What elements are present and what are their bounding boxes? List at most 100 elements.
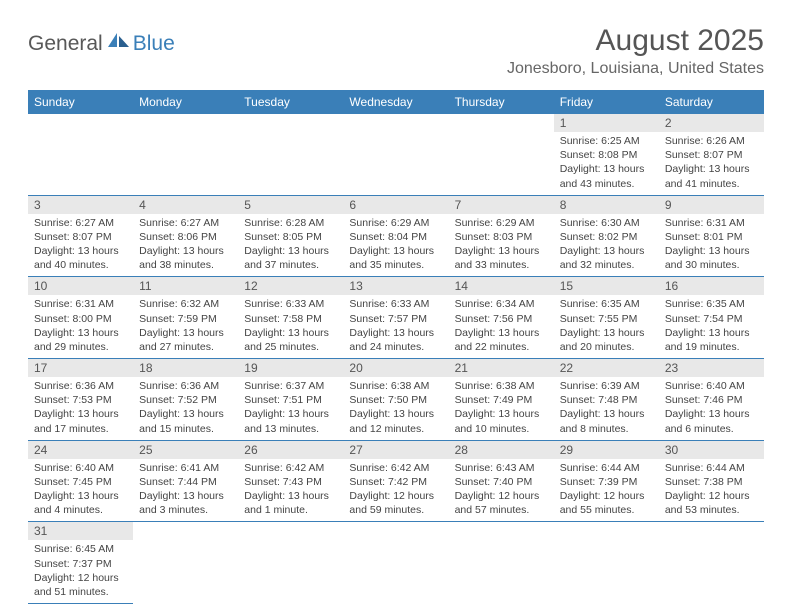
day-number: 25 (133, 441, 238, 459)
day-info: Sunrise: 6:36 AMSunset: 7:52 PMDaylight:… (133, 377, 238, 440)
calendar-cell: 27Sunrise: 6:42 AMSunset: 7:42 PMDayligh… (343, 440, 448, 522)
calendar-cell (554, 522, 659, 604)
calendar-cell (343, 522, 448, 604)
day-number: 1 (554, 114, 659, 132)
logo-text-blue: Blue (133, 32, 175, 56)
calendar-cell (238, 522, 343, 604)
day-number: 11 (133, 277, 238, 295)
day-info: Sunrise: 6:42 AMSunset: 7:43 PMDaylight:… (238, 459, 343, 522)
calendar-cell: 28Sunrise: 6:43 AMSunset: 7:40 PMDayligh… (449, 440, 554, 522)
day-info: Sunrise: 6:31 AMSunset: 8:01 PMDaylight:… (659, 214, 764, 277)
day-number: 19 (238, 359, 343, 377)
calendar-cell: 13Sunrise: 6:33 AMSunset: 7:57 PMDayligh… (343, 277, 448, 359)
calendar-body: 1Sunrise: 6:25 AMSunset: 8:08 PMDaylight… (28, 114, 764, 604)
day-number: 8 (554, 196, 659, 214)
day-number: 20 (343, 359, 448, 377)
day-header: Sunday (28, 90, 133, 114)
day-info: Sunrise: 6:44 AMSunset: 7:39 PMDaylight:… (554, 459, 659, 522)
calendar-cell: 5Sunrise: 6:28 AMSunset: 8:05 PMDaylight… (238, 195, 343, 277)
day-number: 9 (659, 196, 764, 214)
logo: General Blue (28, 24, 175, 56)
day-number: 6 (343, 196, 448, 214)
day-info: Sunrise: 6:30 AMSunset: 8:02 PMDaylight:… (554, 214, 659, 277)
calendar-cell: 26Sunrise: 6:42 AMSunset: 7:43 PMDayligh… (238, 440, 343, 522)
location-text: Jonesboro, Louisiana, United States (507, 60, 764, 78)
calendar-cell: 7Sunrise: 6:29 AMSunset: 8:03 PMDaylight… (449, 195, 554, 277)
calendar-cell: 8Sunrise: 6:30 AMSunset: 8:02 PMDaylight… (554, 195, 659, 277)
logo-text-general: General (28, 32, 103, 56)
day-info: Sunrise: 6:29 AMSunset: 8:04 PMDaylight:… (343, 214, 448, 277)
calendar-table: SundayMondayTuesdayWednesdayThursdayFrid… (28, 90, 764, 604)
calendar-cell: 3Sunrise: 6:27 AMSunset: 8:07 PMDaylight… (28, 195, 133, 277)
calendar-cell: 6Sunrise: 6:29 AMSunset: 8:04 PMDaylight… (343, 195, 448, 277)
day-info: Sunrise: 6:33 AMSunset: 7:57 PMDaylight:… (343, 295, 448, 358)
calendar-cell (133, 522, 238, 604)
calendar-cell: 21Sunrise: 6:38 AMSunset: 7:49 PMDayligh… (449, 359, 554, 441)
day-number: 24 (28, 441, 133, 459)
calendar-week: 10Sunrise: 6:31 AMSunset: 8:00 PMDayligh… (28, 277, 764, 359)
calendar-cell: 10Sunrise: 6:31 AMSunset: 8:00 PMDayligh… (28, 277, 133, 359)
day-info: Sunrise: 6:41 AMSunset: 7:44 PMDaylight:… (133, 459, 238, 522)
calendar-cell: 22Sunrise: 6:39 AMSunset: 7:48 PMDayligh… (554, 359, 659, 441)
calendar-cell: 14Sunrise: 6:34 AMSunset: 7:56 PMDayligh… (449, 277, 554, 359)
day-number: 3 (28, 196, 133, 214)
day-number: 14 (449, 277, 554, 295)
calendar-cell: 24Sunrise: 6:40 AMSunset: 7:45 PMDayligh… (28, 440, 133, 522)
calendar-cell: 23Sunrise: 6:40 AMSunset: 7:46 PMDayligh… (659, 359, 764, 441)
calendar-cell: 31Sunrise: 6:45 AMSunset: 7:37 PMDayligh… (28, 522, 133, 604)
day-info: Sunrise: 6:27 AMSunset: 8:07 PMDaylight:… (28, 214, 133, 277)
day-info: Sunrise: 6:44 AMSunset: 7:38 PMDaylight:… (659, 459, 764, 522)
day-number: 26 (238, 441, 343, 459)
calendar-cell (133, 114, 238, 195)
day-number: 27 (343, 441, 448, 459)
day-number: 18 (133, 359, 238, 377)
day-number: 4 (133, 196, 238, 214)
title-block: August 2025 Jonesboro, Louisiana, United… (507, 24, 764, 78)
calendar-week: 24Sunrise: 6:40 AMSunset: 7:45 PMDayligh… (28, 440, 764, 522)
calendar-cell: 30Sunrise: 6:44 AMSunset: 7:38 PMDayligh… (659, 440, 764, 522)
calendar-cell (449, 522, 554, 604)
day-header: Thursday (449, 90, 554, 114)
day-info: Sunrise: 6:31 AMSunset: 8:00 PMDaylight:… (28, 295, 133, 358)
day-number: 7 (449, 196, 554, 214)
day-info: Sunrise: 6:33 AMSunset: 7:58 PMDaylight:… (238, 295, 343, 358)
day-info: Sunrise: 6:40 AMSunset: 7:46 PMDaylight:… (659, 377, 764, 440)
day-number: 28 (449, 441, 554, 459)
calendar-cell: 18Sunrise: 6:36 AMSunset: 7:52 PMDayligh… (133, 359, 238, 441)
day-number: 31 (28, 522, 133, 540)
day-info: Sunrise: 6:42 AMSunset: 7:42 PMDaylight:… (343, 459, 448, 522)
calendar-cell: 20Sunrise: 6:38 AMSunset: 7:50 PMDayligh… (343, 359, 448, 441)
day-number: 5 (238, 196, 343, 214)
calendar-cell: 17Sunrise: 6:36 AMSunset: 7:53 PMDayligh… (28, 359, 133, 441)
header: General Blue August 2025 Jonesboro, Loui… (28, 24, 764, 78)
day-number: 23 (659, 359, 764, 377)
calendar-cell (659, 522, 764, 604)
sail-icon (108, 33, 130, 47)
calendar-cell: 16Sunrise: 6:35 AMSunset: 7:54 PMDayligh… (659, 277, 764, 359)
calendar-week: 31Sunrise: 6:45 AMSunset: 7:37 PMDayligh… (28, 522, 764, 604)
day-info: Sunrise: 6:38 AMSunset: 7:50 PMDaylight:… (343, 377, 448, 440)
day-number: 17 (28, 359, 133, 377)
day-header: Monday (133, 90, 238, 114)
day-info: Sunrise: 6:26 AMSunset: 8:07 PMDaylight:… (659, 132, 764, 195)
day-info: Sunrise: 6:36 AMSunset: 7:53 PMDaylight:… (28, 377, 133, 440)
day-info: Sunrise: 6:45 AMSunset: 7:37 PMDaylight:… (28, 540, 133, 603)
day-number: 10 (28, 277, 133, 295)
day-info: Sunrise: 6:32 AMSunset: 7:59 PMDaylight:… (133, 295, 238, 358)
calendar-cell: 29Sunrise: 6:44 AMSunset: 7:39 PMDayligh… (554, 440, 659, 522)
calendar-cell: 12Sunrise: 6:33 AMSunset: 7:58 PMDayligh… (238, 277, 343, 359)
calendar-cell: 11Sunrise: 6:32 AMSunset: 7:59 PMDayligh… (133, 277, 238, 359)
calendar-week: 3Sunrise: 6:27 AMSunset: 8:07 PMDaylight… (28, 195, 764, 277)
day-info: Sunrise: 6:25 AMSunset: 8:08 PMDaylight:… (554, 132, 659, 195)
day-header: Wednesday (343, 90, 448, 114)
day-info: Sunrise: 6:38 AMSunset: 7:49 PMDaylight:… (449, 377, 554, 440)
calendar-header-row: SundayMondayTuesdayWednesdayThursdayFrid… (28, 90, 764, 114)
calendar-week: 17Sunrise: 6:36 AMSunset: 7:53 PMDayligh… (28, 359, 764, 441)
day-header: Friday (554, 90, 659, 114)
calendar-cell: 9Sunrise: 6:31 AMSunset: 8:01 PMDaylight… (659, 195, 764, 277)
calendar-cell (449, 114, 554, 195)
page-title: August 2025 (507, 24, 764, 58)
day-header: Saturday (659, 90, 764, 114)
calendar-cell: 19Sunrise: 6:37 AMSunset: 7:51 PMDayligh… (238, 359, 343, 441)
calendar-cell: 4Sunrise: 6:27 AMSunset: 8:06 PMDaylight… (133, 195, 238, 277)
